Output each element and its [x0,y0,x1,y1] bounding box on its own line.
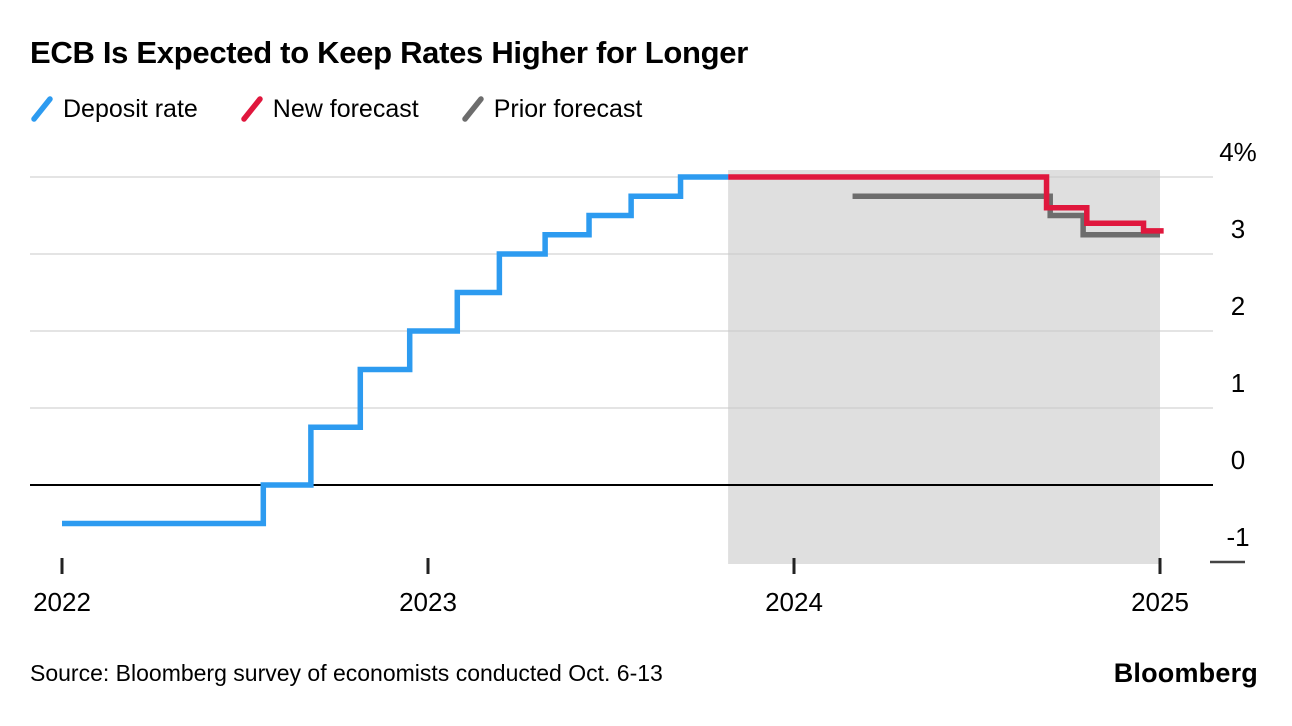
legend-item-deposit-rate: Deposit rate [30,95,198,124]
legend-swatch-prior-forecast-icon [461,96,484,122]
x-axis-label-2023: 2023 [399,587,457,617]
forecast-shaded-region [728,170,1160,565]
series-prior-forecast-line [852,193,1160,238]
chart-title: ECB Is Expected to Keep Rates Higher for… [30,35,748,70]
y-axis-label-3: 3 [1231,214,1245,244]
y-axis-label-4pct: 4% [1219,137,1257,167]
y-axis-label--1: -1 [1226,522,1249,552]
series-new-forecast-line [728,174,1164,234]
legend-label: New forecast [272,94,419,123]
x-axis-label-2025: 2025 [1131,587,1189,617]
x-axis-label-2024: 2024 [765,587,823,617]
source-note: Source: Bloomberg survey of economists c… [30,660,663,687]
rate-chart: 4% 3 2 1 0 -1 2022 2023 2024 2025 [0,134,1292,654]
chart-footer: Source: Bloomberg survey of economists c… [0,658,1292,689]
bloomberg-logo: Bloomberg [1113,658,1258,689]
legend-item-prior-forecast: Prior forecast [461,94,643,124]
series-deposit-rate-line [62,174,729,527]
legend-swatch-deposit-rate-icon [31,96,53,122]
y-axis-label-1: 1 [1231,368,1245,398]
rate-chart-svg: 4% 3 2 1 0 -1 2022 2023 2024 2025 [30,137,1257,617]
y-axis-label-2: 2 [1231,291,1245,321]
legend-label: Prior forecast [493,94,643,123]
y-axis-label-0: 0 [1231,445,1245,475]
chart-card: ECB Is Expected to Keep Rates Higher for… [0,35,1292,689]
legend: Deposit rate New forecast Prior forecast [0,92,1292,126]
legend-swatch-new-forecast-icon [241,96,263,122]
legend-label: Deposit rate [63,94,198,123]
x-axis-label-2022: 2022 [33,587,91,617]
legend-item-new-forecast: New forecast [240,95,419,124]
